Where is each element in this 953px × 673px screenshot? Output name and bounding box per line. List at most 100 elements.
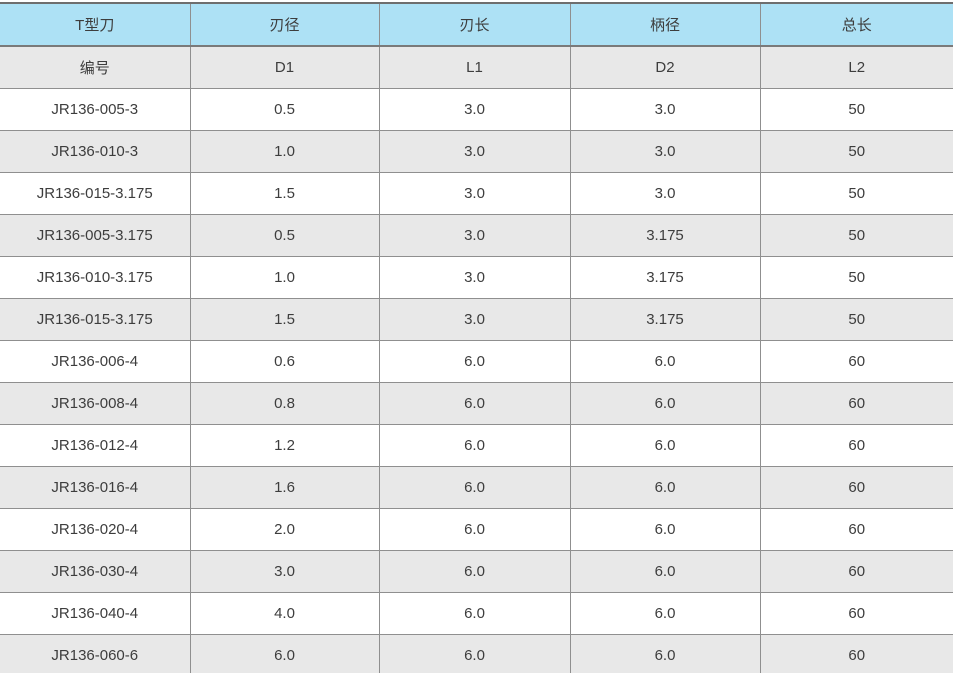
table-row: JR136-015-3.175 1.5 3.0 3.0 50 [0,172,953,215]
table-row: JR136-015-3.175 1.5 3.0 3.175 50 [0,298,953,341]
table-cell: 3.175 [569,256,760,299]
table-cell: 6.0 [378,634,570,673]
table-cell: 60 [759,382,953,425]
table-cell: 50 [759,172,953,215]
header-row-main: T型刀 刃径 刃长 柄径 总长 [0,2,953,47]
table-cell: 6.0 [569,340,760,383]
table-cell: 6.0 [378,382,570,425]
table-cell: 3.0 [569,88,760,131]
subheader-cell-part-no: 编号 [0,46,190,89]
table-cell: 3.0 [569,172,760,215]
table-cell: 50 [759,298,953,341]
part-number-cell: JR136-005-3.175 [0,214,190,257]
table-cell: 50 [759,130,953,173]
table-cell: 3.0 [378,172,570,215]
table-row: JR136-030-4 3.0 6.0 6.0 60 [0,550,953,593]
table-row: JR136-040-4 4.0 6.0 6.0 60 [0,592,953,635]
table-cell: 1.0 [189,256,379,299]
table-row: JR136-060-6 6.0 6.0 6.0 60 [0,634,953,673]
part-number-cell: JR136-010-3 [0,130,190,173]
part-number-cell: JR136-016-4 [0,466,190,509]
table-cell: 6.0 [569,592,760,635]
table-cell: 0.6 [189,340,379,383]
subheader-cell-d1: D1 [189,46,379,89]
table-cell: 0.5 [189,214,379,257]
part-number-cell: JR136-005-3 [0,88,190,131]
table-cell: 6.0 [378,508,570,551]
table-cell: 2.0 [189,508,379,551]
header-cell-blade-length: 刃长 [378,2,570,47]
table-cell: 60 [759,466,953,509]
table-cell: 3.0 [569,130,760,173]
table-row: JR136-008-4 0.8 6.0 6.0 60 [0,382,953,425]
table-header: T型刀 刃径 刃长 柄径 总长 编号 D1 L1 D2 L2 [0,2,953,89]
part-number-cell: JR136-040-4 [0,592,190,635]
part-number-cell: JR136-060-6 [0,634,190,673]
table-row: JR136-010-3.175 1.0 3.0 3.175 50 [0,256,953,299]
table-cell: 6.0 [378,592,570,635]
table-cell: 6.0 [569,466,760,509]
header-cell-overall-length: 总长 [759,2,953,47]
table-cell: 60 [759,634,953,673]
table-cell: 60 [759,508,953,551]
part-number-cell: JR136-015-3.175 [0,298,190,341]
table-cell: 60 [759,592,953,635]
table-body: JR136-005-3 0.5 3.0 3.0 50 JR136-010-3 1.0 3.0 3… [0,88,953,673]
table-cell: 6.0 [378,424,570,467]
subheader-cell-d2: D2 [569,46,760,89]
table-row: JR136-012-4 1.2 6.0 6.0 60 [0,424,953,467]
part-number-cell: JR136-015-3.175 [0,172,190,215]
table-row: JR136-020-4 2.0 6.0 6.0 60 [0,508,953,551]
header-row-sub: 编号 D1 L1 D2 L2 [0,46,953,89]
part-number-cell: JR136-012-4 [0,424,190,467]
table-cell: 3.0 [378,214,570,257]
table-cell: 6.0 [189,634,379,673]
part-number-cell: JR136-030-4 [0,550,190,593]
table-cell: 3.0 [378,256,570,299]
table-cell: 1.5 [189,172,379,215]
table-cell: 50 [759,214,953,257]
table-cell: 3.0 [189,550,379,593]
part-number-cell: JR136-008-4 [0,382,190,425]
table-cell: 3.0 [378,298,570,341]
table-cell: 6.0 [378,340,570,383]
header-cell-tool-type: T型刀 [0,2,190,47]
header-cell-blade-diameter: 刃径 [189,2,379,47]
part-number-cell: JR136-010-3.175 [0,256,190,299]
subheader-cell-l1: L1 [378,46,570,89]
table-cell: 6.0 [378,550,570,593]
table-cell: 6.0 [378,466,570,509]
table-cell: 6.0 [569,508,760,551]
subheader-cell-l2: L2 [759,46,953,89]
table-cell: 4.0 [189,592,379,635]
table-cell: 60 [759,340,953,383]
table-cell: 60 [759,424,953,467]
table-cell: 0.8 [189,382,379,425]
table-row: JR136-016-4 1.6 6.0 6.0 60 [0,466,953,509]
table-row: JR136-005-3 0.5 3.0 3.0 50 [0,88,953,131]
table-cell: 3.175 [569,214,760,257]
table-cell: 6.0 [569,634,760,673]
table-cell: 60 [759,550,953,593]
table-cell: 3.175 [569,298,760,341]
table-cell: 1.2 [189,424,379,467]
part-number-cell: JR136-020-4 [0,508,190,551]
table-cell: 3.0 [378,88,570,131]
table-cell: 50 [759,256,953,299]
table-cell: 1.0 [189,130,379,173]
part-number-cell: JR136-006-4 [0,340,190,383]
table-cell: 6.0 [569,424,760,467]
table-cell: 1.5 [189,298,379,341]
table-cell: 1.6 [189,466,379,509]
table-row: JR136-010-3 1.0 3.0 3.0 50 [0,130,953,173]
table-cell: 3.0 [378,130,570,173]
table-row: JR136-005-3.175 0.5 3.0 3.175 50 [0,214,953,257]
header-cell-shank-diameter: 柄径 [569,2,760,47]
table-cell: 6.0 [569,382,760,425]
table-row: JR136-006-4 0.6 6.0 6.0 60 [0,340,953,383]
table-cell: 6.0 [569,550,760,593]
table-cell: 50 [759,88,953,131]
table-cell: 0.5 [189,88,379,131]
